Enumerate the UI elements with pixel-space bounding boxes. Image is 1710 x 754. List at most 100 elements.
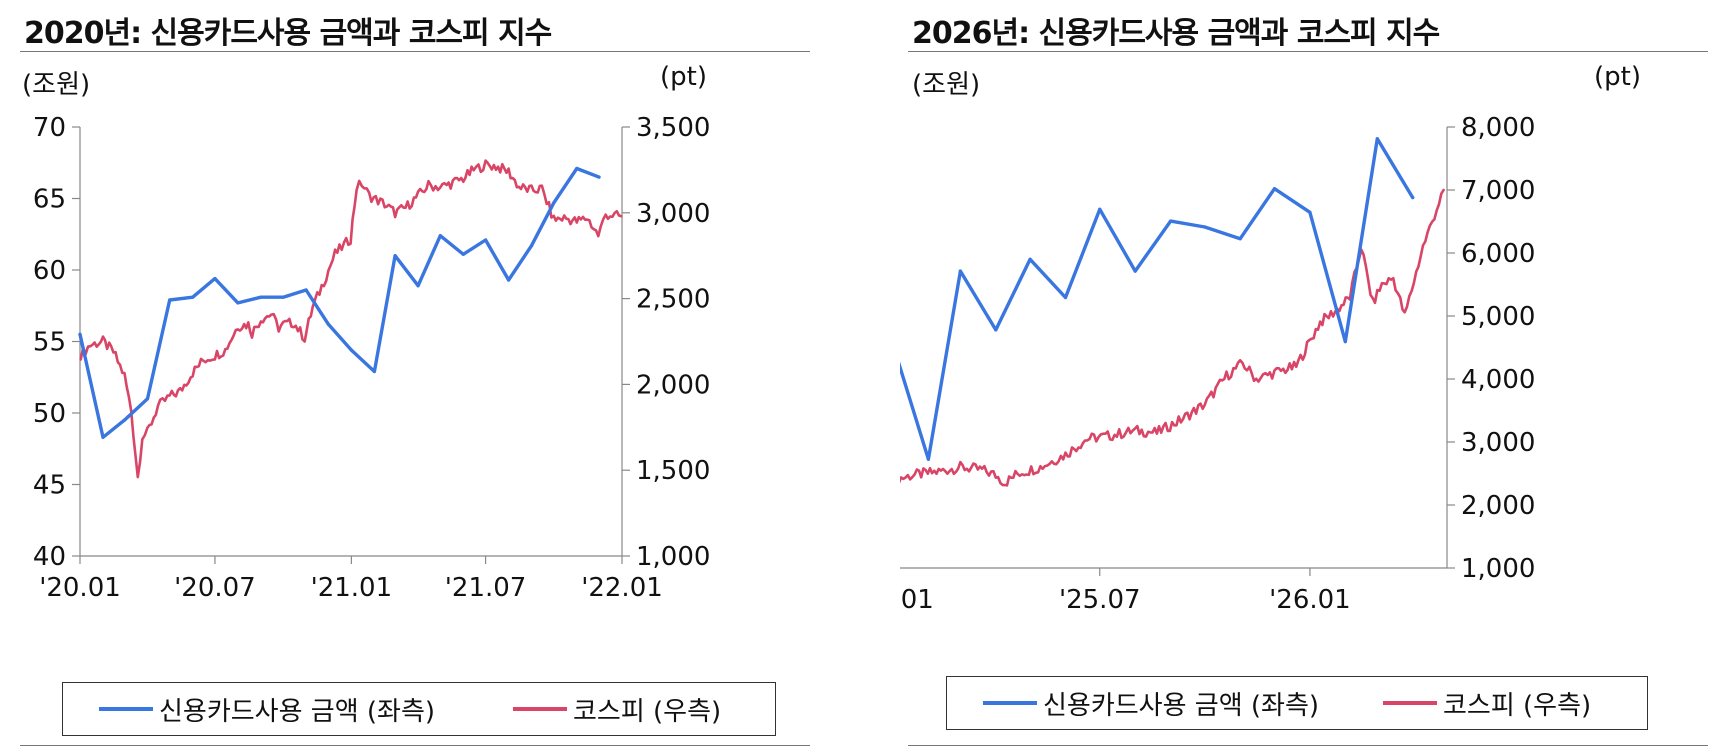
left-tick-label: 70 [33, 113, 66, 143]
data-point-card [304, 288, 308, 292]
right-axis-unit: (pt) [660, 62, 707, 92]
data-point-card [438, 234, 442, 238]
data-point-card [168, 298, 172, 302]
right-tick-label: 2,500 [636, 285, 710, 315]
right-tick-label: 3,500 [636, 113, 710, 143]
data-point-card [78, 332, 82, 336]
data-point-card [1168, 219, 1173, 223]
data-point-card [213, 276, 217, 281]
data-point-card [372, 369, 376, 374]
data-point-card [1133, 269, 1137, 273]
x-tick-label: '25.01 [900, 585, 934, 615]
x-tick-label: '20.01 [39, 573, 121, 603]
data-point-card [1375, 137, 1379, 141]
data-point-card [1411, 195, 1415, 200]
data-point-card [1203, 225, 1207, 229]
series-line-kospi [900, 188, 1445, 487]
right-tick-label: 1,000 [1461, 554, 1535, 584]
left-axis-unit: (조원) [22, 70, 91, 100]
data-point-card [994, 328, 998, 332]
data-point-card [506, 278, 511, 282]
data-point-card [281, 295, 285, 299]
legend-item-card: 신용카드사용 금액 (좌측) [99, 683, 435, 735]
chart-title: 2026년: 신용카드사용 금액과 코스피 지수 [912, 16, 1440, 51]
data-point-card [416, 284, 420, 288]
legend-label-kospi: 코스피 (우측) [573, 696, 722, 727]
bottom-rule [20, 745, 810, 746]
chart-plot: 40 45 50 55 60 65 70 1,000 1,500 2,000 2,500 3,000 3… [33, 113, 711, 603]
left-tick-label: 40 [33, 542, 66, 572]
right-tick-label: 8,000 [1461, 113, 1535, 143]
legend-swatch-kospi [513, 707, 567, 711]
x-tick-label: '21.07 [445, 573, 527, 603]
legend-swatch-card [99, 707, 153, 711]
chart-plot: 657075801,0002,0003,0004,0005,0006,0007,… [900, 113, 1535, 615]
right-tick-label: 6,000 [1461, 239, 1535, 269]
series-line-card [78, 166, 601, 439]
x-tick-label: '25.07 [1059, 585, 1141, 615]
left-tick-label: 60 [33, 256, 66, 286]
data-point-card [1028, 257, 1032, 261]
legend-item-kospi: 코스피 (우측) [513, 683, 721, 735]
legend-item-kospi: 코스피 (우측) [1383, 677, 1591, 729]
data-point-card [597, 175, 601, 179]
data-point-card [1098, 207, 1102, 211]
data-point-card [529, 244, 534, 248]
data-point-card [259, 295, 263, 299]
legend-label-card: 신용카드사용 금액 (좌측) [1043, 690, 1320, 721]
data-point-card [1063, 295, 1068, 300]
right-tick-label: 1,000 [636, 542, 710, 572]
chart-title: 2020년: 신용카드사용 금액과 코스피 지수 [24, 16, 552, 51]
left-tick-label: 50 [33, 399, 66, 429]
data-point-card [1308, 210, 1312, 214]
data-point-card [326, 322, 330, 326]
data-point-card [1272, 187, 1277, 191]
data-point-card [349, 348, 353, 352]
left-tick-label: 55 [33, 328, 66, 358]
bottom-rule [908, 745, 1708, 746]
legend-swatch-kospi [1383, 701, 1437, 705]
data-point-card [122, 418, 127, 422]
data-point-card [1238, 237, 1242, 241]
right-tick-label: 1,500 [636, 456, 710, 486]
right-tick-label: 4,000 [1461, 365, 1535, 395]
right-tick-label: 7,000 [1461, 176, 1535, 206]
right-axis-unit: (pt) [1594, 62, 1641, 92]
data-point-card [236, 301, 240, 305]
data-point-card [958, 269, 962, 273]
right-tick-label: 3,000 [1461, 428, 1535, 458]
title-rule [20, 51, 810, 52]
legend-label-card: 신용카드사용 금액 (좌측) [159, 696, 436, 727]
data-point-card [926, 457, 931, 461]
data-point-card [483, 238, 488, 242]
data-point-card [575, 166, 579, 171]
chart-legend: 신용카드사용 금액 (좌측) 코스피 (우측) [62, 682, 776, 736]
legend-item-card: 신용카드사용 금액 (좌측) [983, 677, 1319, 729]
right-tick-label: 3,000 [636, 199, 710, 229]
left-tick-label: 45 [33, 471, 66, 501]
series-line-kospi [79, 159, 623, 479]
data-point-card [101, 435, 105, 439]
legend-label-kospi: 코스피 (우측) [1443, 690, 1592, 721]
right-tick-label: 2,000 [1461, 491, 1535, 521]
data-point-card [461, 252, 465, 256]
data-point-card [1343, 340, 1347, 344]
x-tick-label: '26.01 [1269, 585, 1351, 615]
chart-panel-2026: 2026년: 신용카드사용 금액과 코스피 지수 (조원) (pt) 65707… [900, 0, 1710, 754]
chart-legend: 신용카드사용 금액 (좌측) 코스피 (우측) [946, 676, 1648, 730]
right-tick-label: 5,000 [1461, 302, 1535, 332]
x-tick-label: '21.01 [311, 573, 393, 603]
x-tick-label: '22.01 [581, 573, 663, 603]
x-tick-label: '20.07 [174, 573, 256, 603]
series-line-card [900, 137, 1415, 461]
right-tick-label: 2,000 [636, 370, 710, 400]
data-point-card [191, 295, 195, 299]
data-point-card [552, 201, 556, 205]
title-rule [908, 51, 1708, 52]
chart-panel-2020: 2020년: 신용카드사용 금액과 코스피 지수 (조원) (pt) 40 45 5… [0, 0, 820, 754]
left-tick-label: 65 [33, 185, 66, 215]
left-axis-unit: (조원) [912, 70, 981, 100]
data-point-card [145, 397, 150, 401]
data-point-card [393, 254, 397, 258]
legend-swatch-card [983, 701, 1037, 705]
